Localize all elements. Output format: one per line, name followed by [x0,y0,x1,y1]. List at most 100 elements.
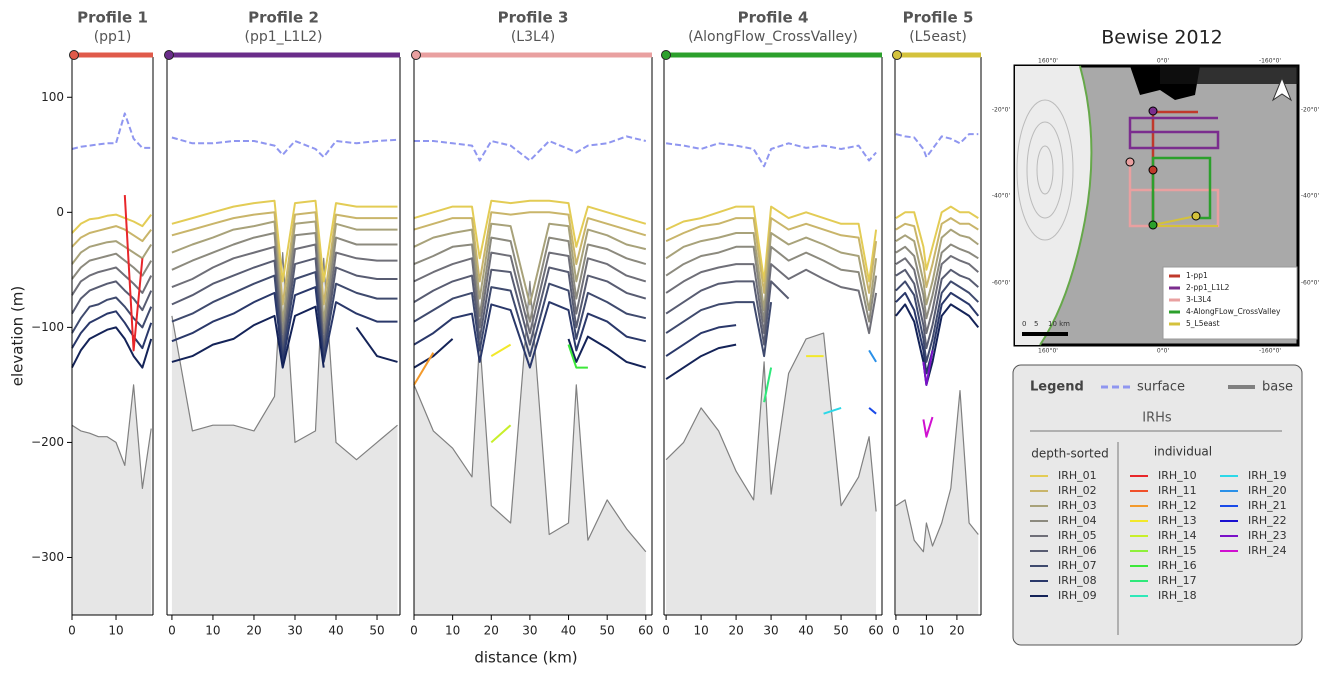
irh-line [413,199,647,260]
legend-label: IRH_03 [1058,499,1097,512]
irh-line [823,406,842,415]
x-tick-label: 20 [949,624,964,638]
lat-label: -20°0' [1301,107,1320,114]
lat-label: -40°0' [1301,193,1320,200]
irh-line [171,232,398,335]
x-tick-label: 50 [833,624,848,638]
y-tick-label: −300 [31,550,64,564]
x-tick-label: 10 [108,624,123,638]
x-tick-label: 10 [445,624,460,638]
legend-label: IRH_22 [1248,514,1287,527]
irh-line [71,240,153,265]
irh-line [895,228,979,306]
legend-label: IRH_17 [1158,574,1197,587]
legend-label: IRH_16 [1158,559,1197,572]
base-fill [666,333,877,615]
legend-label: IRH_19 [1248,469,1287,482]
x-tick-label: 30 [287,624,302,638]
panel-title: Profile 4 [738,9,809,27]
x-tick-label: 0 [168,624,176,638]
map-region [1015,66,1092,345]
base-fill [414,281,646,615]
map-legend-label: 1-pp1 [1186,271,1208,280]
irh-line [171,243,398,346]
irh-line [895,255,979,335]
lat-label: -20°0' [992,107,1011,114]
lat-label: -60°0' [992,280,1011,287]
map-contour [1026,121,1064,219]
map-margin [1039,65,1093,346]
irh-line [71,225,152,248]
x-tick-label: 0 [662,624,670,638]
irh-line [895,243,979,320]
irh-line [71,310,153,350]
map-shelf [1160,66,1298,84]
x-tick-label: 20 [246,624,261,638]
irh-line [895,303,980,386]
base-line [71,384,152,489]
irh-line [413,301,647,369]
y-tick-label: −200 [31,435,64,449]
irh-line [71,266,153,296]
lon-label: 160°0' [1038,58,1058,65]
legend-subtitle: depth-sorted [1031,447,1109,461]
irh-line [868,349,877,363]
x-tick-label: 0 [68,624,76,638]
x-tick-label: 40 [798,624,813,638]
map [1013,64,1300,347]
x-tick-label: 10 [205,624,220,638]
irh-line [71,296,153,334]
y-tick-label: −100 [31,320,64,334]
panel-subtitle: (pp1) [94,29,132,45]
legend-box [1012,364,1303,646]
map-route [1152,215,1218,227]
legend-label: IRH_12 [1158,499,1197,512]
map-contour [1016,99,1074,241]
profile-start [661,50,671,60]
legend-label: IRH_20 [1248,484,1287,497]
legend-label: IRH_05 [1058,529,1097,542]
legend-label: IRH_23 [1248,529,1287,542]
x-tick-label: 30 [522,624,537,638]
irh-line [868,407,877,415]
legend-group: IRHs [1142,411,1172,426]
irh-line [763,367,773,403]
x-tick-label: 0 [892,624,900,638]
irh-line [71,213,152,234]
lat-label: -40°0' [992,193,1011,200]
lat-label: -60°0' [1301,280,1320,287]
legend-label: IRH_02 [1058,484,1097,497]
map-start [1148,220,1158,230]
panel-title: Profile 2 [248,9,319,27]
surface-line [665,142,877,168]
y-axis-label: elevation (m) [9,286,27,387]
irh-line [413,236,647,323]
profile-start [892,50,902,60]
irh-line [71,326,153,369]
legend-label: IRH_18 [1158,589,1197,602]
irh-line [413,211,647,283]
surface-line [414,135,647,162]
irh-line [665,217,878,294]
legend-label: IRH_21 [1248,499,1287,512]
legend-label: IRH_09 [1058,589,1097,602]
irh-line [895,280,980,363]
map-contour [1036,145,1054,195]
scale-label: 0 [1022,320,1026,328]
x-tick-label: 40 [561,624,576,638]
irh-line [665,205,878,283]
irh-line [490,424,512,444]
irh-line [123,195,144,352]
base-fill [895,390,979,615]
y-tick-label: 100 [41,90,64,104]
legend-label: IRH_14 [1158,529,1197,542]
irh-line [665,263,878,335]
x-tick-label: 50 [600,624,615,638]
x-axis-label: distance (km) [474,649,577,667]
legend-label: IRH_07 [1058,559,1097,572]
legend-label: base [1262,380,1293,395]
base-line [413,280,647,553]
irh-line [895,205,979,271]
base-line [895,390,979,553]
irh-line [413,352,435,386]
